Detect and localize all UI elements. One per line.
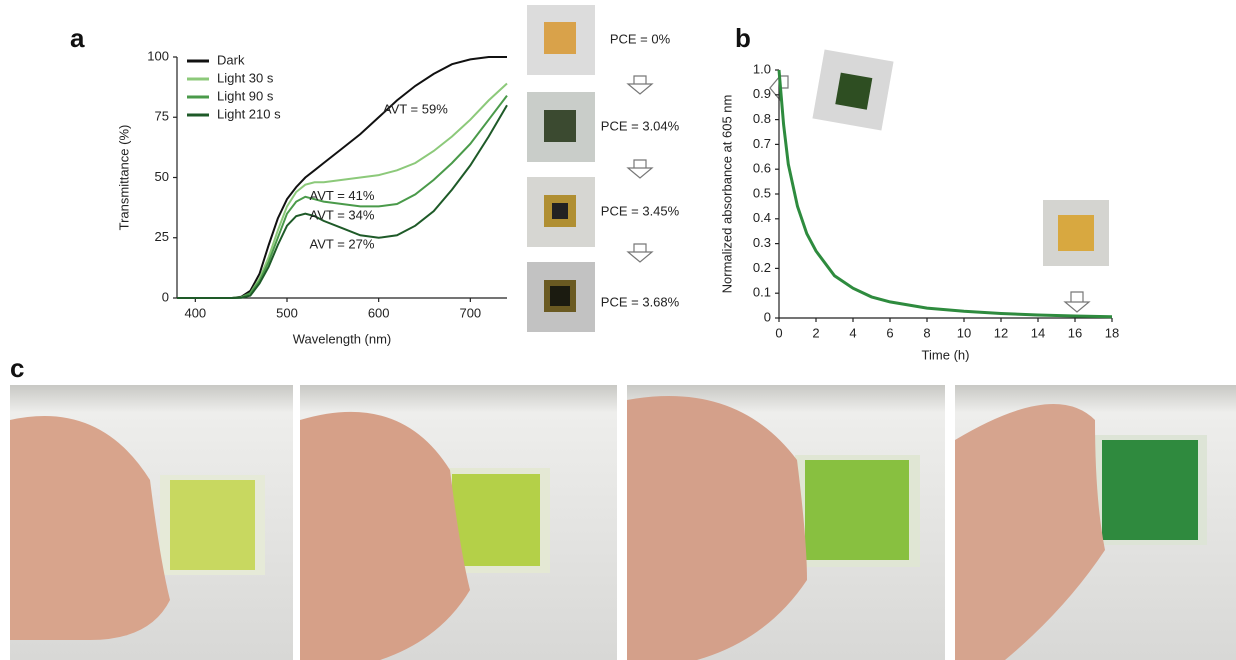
x-tick-label: 18 <box>1105 325 1119 340</box>
data-line <box>177 104 508 299</box>
y-tick-label: 0 <box>162 289 169 304</box>
y-tick-label: 0.8 <box>753 111 771 126</box>
x-tick-label: 500 <box>276 305 298 320</box>
x-tick-label: 2 <box>812 325 819 340</box>
y-axis-title: Normalized absorbance at 605 nm <box>719 95 734 294</box>
annotation: AVT = 27% <box>310 236 375 251</box>
y-tick-label: 0.2 <box>753 260 771 275</box>
y-tick-label: 75 <box>155 109 169 124</box>
legend-label: Light 210 s <box>217 106 281 121</box>
y-tick-label: 0.5 <box>753 185 771 200</box>
y-tick-label: 1.0 <box>753 61 771 76</box>
panel-label: c <box>10 353 24 383</box>
legend-label: Light 30 s <box>217 70 274 85</box>
y-tick-label: 25 <box>155 229 169 244</box>
y-tick-label: 50 <box>155 169 169 184</box>
x-tick-label: 14 <box>1031 325 1045 340</box>
x-tick-label: 700 <box>459 305 481 320</box>
x-tick-label: 400 <box>184 305 206 320</box>
y-tick-label: 0.7 <box>753 136 771 151</box>
sample-photos <box>527 5 595 332</box>
annotation: AVT = 59% <box>383 101 448 116</box>
panel-label: b <box>735 23 751 53</box>
y-axis-title: Transmittance (%) <box>116 125 131 231</box>
pce-label: PCE = 3.04% <box>601 118 680 133</box>
x-tick-label: 16 <box>1068 325 1082 340</box>
x-tick-label: 12 <box>994 325 1008 340</box>
x-tick-label: 4 <box>849 325 856 340</box>
legend-label: Dark <box>217 52 245 67</box>
annotation: AVT = 34% <box>310 207 375 222</box>
y-tick-label: 0.6 <box>753 161 771 176</box>
y-tick-label: 0.3 <box>753 235 771 250</box>
y-tick-label: 0.9 <box>753 86 771 101</box>
data-line <box>777 69 1113 319</box>
panel-label: a <box>70 23 85 53</box>
y-tick-label: 0.4 <box>753 210 771 225</box>
pce-label: PCE = 0% <box>610 31 671 46</box>
x-tick-label: 0 <box>775 325 782 340</box>
arrows <box>626 74 1091 313</box>
module-photos <box>10 385 1236 660</box>
legend-label: Light 90 s <box>217 88 274 103</box>
y-tick-label: 100 <box>147 48 169 63</box>
pce-label: PCE = 3.45% <box>601 203 680 218</box>
y-tick-label: 0 <box>764 309 771 324</box>
x-axis-title: Time (h) <box>922 347 970 362</box>
sample-photos-b <box>812 49 1109 266</box>
x-tick-label: 600 <box>368 305 390 320</box>
x-tick-label: 10 <box>957 325 971 340</box>
annotation: AVT = 41% <box>310 188 375 203</box>
x-tick-label: 8 <box>923 325 930 340</box>
x-axis-title: Wavelength (nm) <box>293 331 392 346</box>
pce-label: PCE = 3.68% <box>601 294 680 309</box>
x-tick-label: 6 <box>886 325 893 340</box>
y-tick-label: 0.1 <box>753 285 771 300</box>
